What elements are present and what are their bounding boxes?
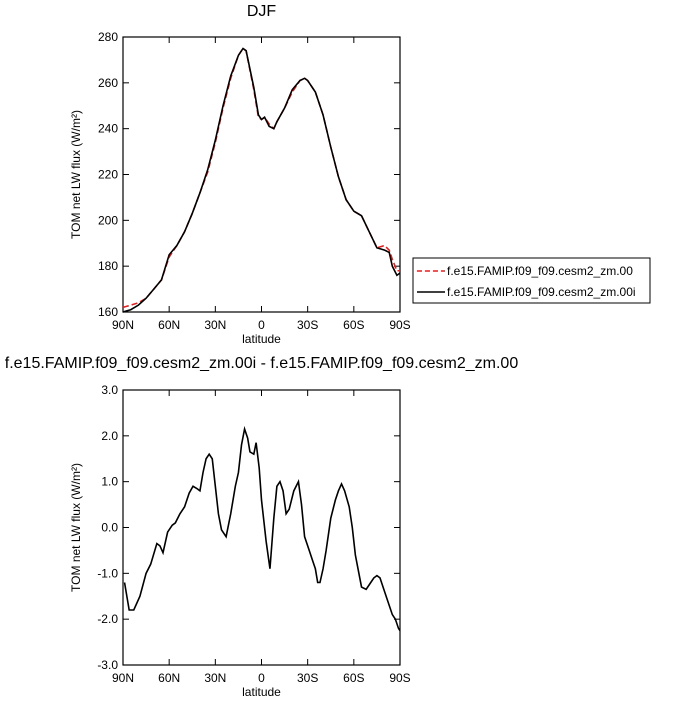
x-tick-label: 30S <box>297 671 318 685</box>
x-tick-label: 60N <box>158 671 180 685</box>
x-tick-label: 30N <box>204 318 226 332</box>
x-tick-label: 90N <box>112 671 134 685</box>
x-tick-label: 60S <box>343 318 364 332</box>
x-tick-label: 90S <box>389 318 410 332</box>
y-tick-label: 3.0 <box>101 383 118 397</box>
y-tick-label: 220 <box>98 168 118 182</box>
y-tick-label: -2.0 <box>97 612 118 626</box>
x-tick-label: 0 <box>258 671 265 685</box>
y-tick-label: 2.0 <box>101 429 118 443</box>
data-line <box>123 425 401 632</box>
plot-frame <box>122 389 401 666</box>
y-tick-label: 280 <box>98 30 118 44</box>
y-tick-label: 240 <box>98 122 118 136</box>
chart-title: DJF <box>247 3 277 20</box>
legend-label: f.e15.FAMIP.f09_f09.cesm2_zm.00 <box>447 264 633 278</box>
x-axis-label: latitude <box>242 685 281 699</box>
y-tick-label: 160 <box>98 305 118 319</box>
x-tick-label: 90S <box>389 671 410 685</box>
x-tick-label: 60N <box>158 318 180 332</box>
y-tick-label: -1.0 <box>97 566 118 580</box>
y-tick-label: 180 <box>98 259 118 273</box>
x-tick-label: 0 <box>258 318 265 332</box>
chart-title: f.e15.FAMIP.f09_f09.cesm2_zm.00i - f.e15… <box>5 355 519 372</box>
y-tick-label: 200 <box>98 213 118 227</box>
x-tick-label: 60S <box>343 671 364 685</box>
data-line <box>122 47 401 313</box>
y-tick-label: 1.0 <box>101 475 118 489</box>
legend-box <box>412 257 651 304</box>
x-tick-label: 30S <box>297 318 318 332</box>
x-tick-label: 90N <box>112 318 134 332</box>
y-axis-label: TOM net LW flux (W/m²) <box>69 463 83 592</box>
x-tick-label: 30N <box>204 671 226 685</box>
y-axis-label: TOM net LW flux (W/m²) <box>69 110 83 239</box>
y-tick-label: 260 <box>98 76 118 90</box>
x-axis-label: latitude <box>242 332 281 346</box>
legend-label: f.e15.FAMIP.f09_f09.cesm2_zm.00i <box>447 285 636 299</box>
y-tick-label: 0.0 <box>101 521 118 535</box>
y-tick-label: -3.0 <box>97 658 118 672</box>
